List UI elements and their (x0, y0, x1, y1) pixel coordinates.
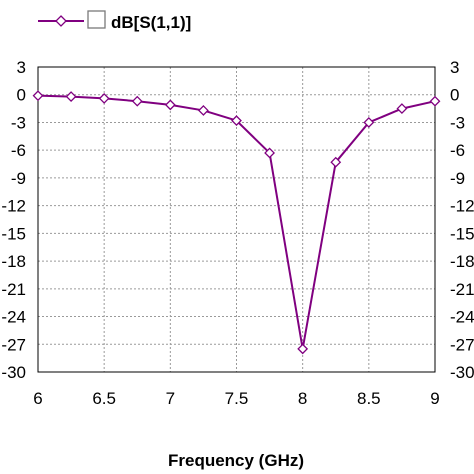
y-tick-label-left: -12 (1, 197, 26, 216)
series-s11 (32, 90, 441, 355)
legend-marker-icon (55, 15, 67, 27)
y-tick-label-right: 3 (450, 58, 459, 77)
data-point-marker (231, 115, 242, 127)
y-tick-label-left: -9 (11, 169, 26, 188)
y-tick-label-left: -21 (1, 280, 26, 299)
y-tick-label-left: -18 (1, 252, 26, 271)
y-tick-label-left: -24 (1, 308, 26, 327)
y-tick-label-right: -18 (450, 252, 474, 271)
y-tick-label-right: -3 (450, 113, 465, 132)
data-point-marker (363, 117, 375, 128)
x-tick-label: 7 (166, 389, 175, 408)
y-tick-label-right: 0 (450, 86, 459, 105)
x-axis: 6 6.5 7 7.5 8 8.5 9 (33, 389, 439, 408)
y-tick-label-left: -3 (11, 113, 26, 132)
data-point-marker (429, 95, 441, 107)
x-tick-label: 6 (33, 389, 42, 408)
y-tick-label-right: -9 (450, 169, 465, 188)
y-tick-label-left: -27 (1, 335, 26, 354)
y-tick-label-left: -15 (1, 224, 26, 243)
y-tick-label-right: -24 (450, 308, 474, 327)
x-tick-label: 8.5 (357, 389, 381, 408)
x-tick-label: 9 (430, 389, 439, 408)
legend: dB[S(1,1)] (38, 10, 191, 32)
x-tick-label: 6.5 (92, 389, 116, 408)
data-point-marker (297, 343, 309, 355)
data-point-marker (164, 99, 176, 111)
x-tick-label: 7.5 (225, 389, 249, 408)
data-point-marker (131, 95, 143, 107)
data-point-marker (65, 91, 77, 102)
grid-lines (38, 67, 435, 372)
y-tick-label-right: -27 (450, 335, 474, 354)
x-axis-title: Frequency (GHz) (168, 451, 304, 470)
y-tick-label-left: -30 (1, 363, 26, 382)
data-point-marker (330, 156, 342, 168)
y-tick-label-right: -12 (450, 197, 474, 216)
data-point-marker (197, 105, 209, 116)
y-tick-label-left: 0 (17, 86, 26, 105)
data-point-marker (264, 147, 276, 159)
data-point-marker (98, 93, 110, 104)
y-tick-label-right: -21 (450, 280, 474, 299)
plot-frame (37, 66, 436, 373)
y-tick-label-right: -6 (450, 141, 465, 160)
legend-label: dB[S(1,1)] (111, 13, 191, 32)
data-point-marker (32, 90, 44, 102)
y-axis-right: 3 0 -3 -6 -9 -12 -15 -18 -21 -24 -27 -30 (450, 58, 474, 382)
data-point-marker (396, 103, 408, 115)
y-tick-label-left: -6 (11, 141, 26, 160)
legend-checkbox[interactable] (87, 10, 106, 29)
y-axis-left: 3 0 -3 -6 -9 -12 -15 -18 -21 -24 -27 -30 (1, 58, 26, 382)
x-tick-label: 8 (298, 389, 307, 408)
y-tick-label-right: -15 (450, 224, 474, 243)
y-tick-label-right: -30 (450, 363, 474, 382)
y-tick-label-left: 3 (17, 58, 26, 77)
